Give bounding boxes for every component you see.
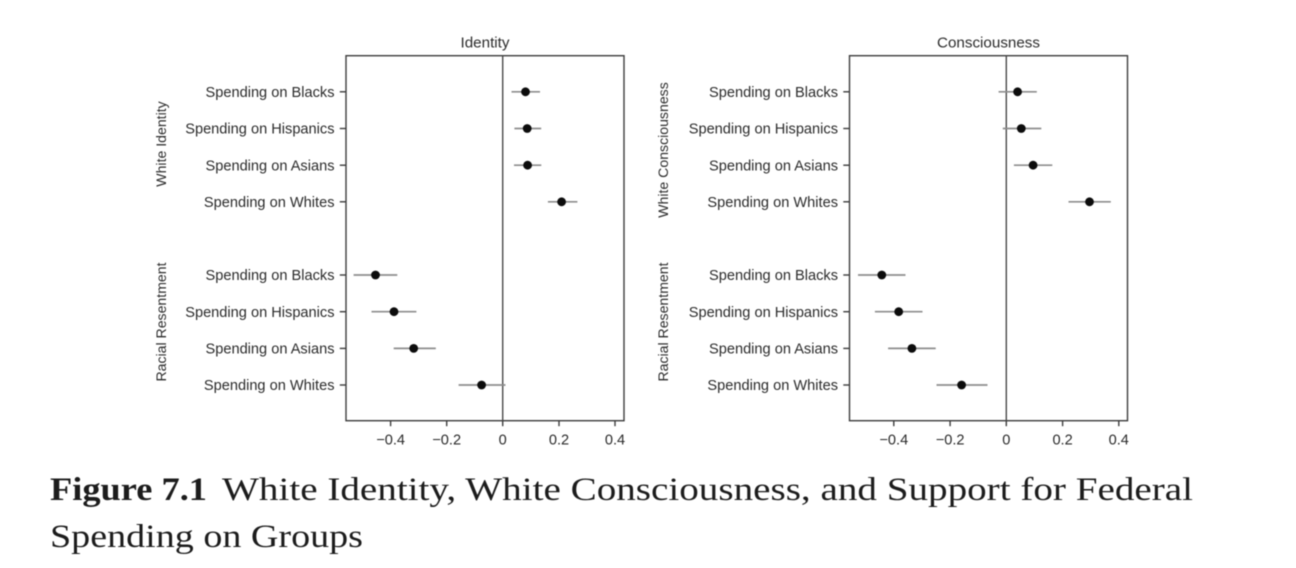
svg-text:0: 0 [1002,433,1010,449]
svg-text:0.2: 0.2 [1052,433,1072,449]
svg-text:Consciousness: Consciousness [937,35,1040,52]
svg-text:Spending on Blacks: Spending on Blacks [206,268,335,284]
svg-text:Spending on Hispanics: Spending on Hispanics [689,305,838,321]
svg-text:Spending on Whites: Spending on Whites [204,378,335,394]
svg-text:−0.4: −0.4 [376,433,405,449]
svg-text:Spending on Groups: Spending on Groups [50,519,363,555]
svg-text:Racial Resentment: Racial Resentment [655,262,671,381]
svg-text:Spending on Asians: Spending on Asians [205,342,334,358]
svg-text:Spending on Blacks: Spending on Blacks [206,85,335,101]
svg-text:−0.2: −0.2 [936,433,965,449]
svg-text:0: 0 [499,433,507,449]
svg-text:Spending on Blacks: Spending on Blacks [709,85,838,101]
svg-text:0.4: 0.4 [605,433,625,449]
svg-text:Spending on Whites: Spending on Whites [707,195,838,211]
svg-text:Spending on Whites: Spending on Whites [707,378,838,394]
svg-text:Spending on Hispanics: Spending on Hispanics [185,305,334,321]
svg-text:Spending on Asians: Spending on Asians [205,158,334,174]
svg-text:Spending on Asians: Spending on Asians [709,342,838,358]
svg-text:Spending on Hispanics: Spending on Hispanics [689,122,838,138]
svg-text:Spending on Whites: Spending on Whites [204,195,335,211]
svg-text:0.4: 0.4 [1109,433,1129,449]
svg-text:Racial Resentment: Racial Resentment [153,262,169,381]
svg-text:Identity: Identity [461,35,510,52]
svg-text:Spending on Blacks: Spending on Blacks [709,268,838,284]
svg-text:White Identity, White Consciou: White Identity, White Consciousness, and… [222,472,1193,508]
svg-text:−0.2: −0.2 [432,433,461,449]
svg-text:−0.4: −0.4 [879,433,908,449]
svg-text:Spending on Asians: Spending on Asians [709,158,838,174]
svg-text:Spending on Hispanics: Spending on Hispanics [185,122,334,138]
svg-text:White Consciousness: White Consciousness [655,82,671,218]
svg-text:Figure 7.1: Figure 7.1 [50,472,207,508]
svg-text:0.2: 0.2 [549,433,569,449]
svg-text:White Identity: White Identity [153,100,169,186]
